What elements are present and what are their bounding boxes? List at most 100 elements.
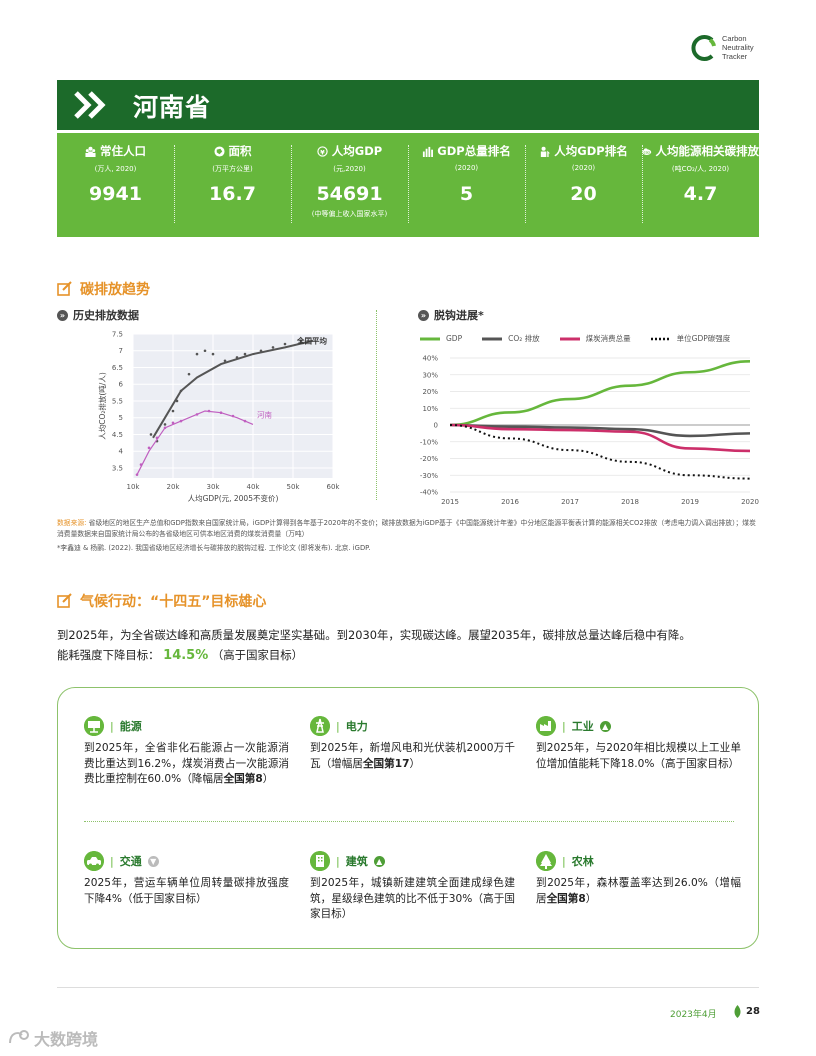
stat-unit: (万人, 2020) [94, 165, 137, 173]
logo-line: Tracker [722, 52, 748, 61]
tree-icon [536, 851, 556, 871]
page-number: 28 [746, 1006, 760, 1017]
data-point [195, 352, 199, 356]
chart-divider [376, 310, 377, 500]
henan-label: 河南 [257, 410, 272, 420]
svg-text:¥: ¥ [320, 148, 325, 156]
data-point [223, 359, 227, 363]
stat-gdp-per-capita-rank: 人均GDP排名 (2020) 20 [525, 133, 642, 237]
leaf-icon [734, 1005, 741, 1018]
double-chevron-icon [74, 91, 106, 119]
watermark-text: 大数跨境 [34, 1030, 99, 1049]
data-point [171, 409, 175, 413]
footer-rule [57, 987, 759, 988]
watermark: 大数跨境 [8, 1026, 98, 1050]
x-tick-label: 2019 [681, 498, 699, 506]
data-point [207, 409, 211, 413]
y-tick-label: 20% [422, 388, 438, 396]
stat-value: 20 [570, 183, 597, 205]
edit-icon [57, 281, 72, 296]
y-tick-label: 3.5 [112, 464, 123, 472]
data-point [175, 399, 179, 403]
legend-label: 单位GDP碳强度 [676, 334, 731, 343]
co2-cloud-icon: CO2 [642, 147, 652, 155]
target-label: 能耗强度下降目标： [57, 648, 160, 662]
bar-chart-icon [423, 146, 434, 157]
legend-swatch [559, 337, 580, 340]
data-point [219, 411, 223, 414]
data-point [195, 413, 199, 416]
climate-intro: 到2025年，为全省碳达峰和高质量发展奠定坚实基础。到2030年，实现碳达峰。展… [57, 628, 691, 642]
divider-bar: | [110, 719, 114, 733]
x-tick-label: 2020 [741, 498, 759, 506]
decoupling-legend: GDP CO₂ 排放 煤炭消费总量 单位GDP碳强度 [420, 333, 730, 344]
data-point [187, 372, 191, 376]
history-scatter-chart: 10k 20k 30k 40k 50k 60k 3.5 4 4.5 5 5.5 6 6.5 7 7.5 人均G… [97, 331, 341, 504]
plot-background [133, 334, 333, 478]
policy-title: 交通 [119, 855, 142, 868]
legend-swatch [482, 337, 503, 340]
stat-gdp-rank: GDP总量排名 (2020) 5 [408, 133, 525, 237]
policy-title: 农林 [571, 855, 594, 868]
divider-bar: | [562, 854, 566, 868]
stat-area: 面积 (万平方公里) 16.7 [174, 133, 291, 237]
policy-text: 到2025年，全省非化石能源占一次能源消费比重达到16.2%，煤炭消费占一次能源… [84, 741, 289, 788]
energy-intensity-target: 能耗强度下降目标： 14.5% （高于国家目标） [57, 646, 762, 665]
data-point [283, 342, 287, 346]
policy-power: | 电力 到2025年，新增风电和光伏装机2000万千瓦（增幅居全国第17） [310, 715, 515, 772]
data-point [231, 414, 235, 418]
subsection-title: 脱钩进展* [434, 309, 484, 322]
x-tick-label: 20k [167, 483, 181, 491]
policy-targets-box [57, 687, 759, 949]
data-point [163, 423, 167, 426]
x-tick-label: 60k [327, 483, 341, 491]
stat-divider [642, 145, 643, 223]
policy-text-body: 2025年，营运车辆单位周转量碳排放强度下降4%（低于国家目标） [84, 877, 289, 905]
section-emission-trend: 碳排放趋势 [57, 279, 150, 299]
data-point [179, 389, 183, 393]
yuan-icon: ¥ [317, 145, 328, 157]
y-tick-label: 7 [119, 347, 123, 355]
data-point [139, 463, 143, 466]
stat-carbon-per-capita: CO2 人均能源相关碳排放 (吨CO₂/人, 2020) 4.7 [642, 133, 759, 237]
y-tick-label: 6 [119, 381, 124, 389]
legend-label: GDP [446, 334, 463, 343]
policy-text: 到2025年，城镇新建建筑全面建成绿色建筑，星级绿色建筑的比不低于30%（高于国… [310, 876, 515, 923]
legend-label: 煤炭消费总量 [585, 334, 631, 343]
subsection-title: 历史排放数据 [73, 309, 139, 322]
policy-text-body: 到2025年，与2020年相比规模以上工业单位增加值能耗下降18.0%（高于国家… [536, 742, 741, 770]
policy-title: 能源 [119, 720, 142, 733]
policy-rank: 全国第17 [362, 757, 410, 770]
policy-rank: 全国第8 [546, 892, 586, 905]
stat-note: (中等偏上收入国家水平) [311, 210, 388, 218]
policy-text-end: ） [262, 773, 274, 785]
stat-label: 常住人口 [100, 144, 146, 158]
stat-label: 面积 [228, 144, 252, 158]
data-point [203, 349, 207, 353]
people-icon [85, 146, 96, 157]
target-note: （高于国家目标） [211, 648, 304, 662]
history-header: » 历史排放数据 [57, 307, 139, 323]
arrow-up-icon: ▲ [599, 720, 611, 732]
carbon-neutrality-tracker-logo: Carbon Neutrality Tracker [690, 33, 780, 67]
data-point [243, 419, 247, 423]
data-point [299, 339, 303, 342]
x-tick-label: 2015 [441, 498, 459, 506]
data-point [211, 352, 215, 356]
y-axis-label: 人均CO₂排放(吨/人) [97, 372, 107, 440]
divider-bar: | [336, 719, 340, 733]
y-tick-label: 4 [119, 448, 124, 456]
stat-value: 5 [459, 183, 474, 205]
legend-item-coal: 煤炭消费总量 [559, 333, 631, 344]
logo-line: Carbon [722, 34, 747, 43]
stat-gdp-per-capita: ¥ 人均GDP (元,2020) 54691 (中等偏上收入国家水平) [291, 133, 408, 237]
footer-date: 2023年4月 [670, 1010, 717, 1020]
policy-text-body: 到2025年，新增风电和光伏装机2000万千瓦（增幅居 [310, 742, 515, 770]
data-point [271, 346, 275, 349]
y-tick-label: 30% [422, 371, 438, 379]
person-rank-icon [541, 146, 551, 157]
stat-divider [174, 145, 175, 223]
policy-title: 建筑 [345, 855, 368, 868]
y-tick-label: -10% [420, 438, 438, 446]
policy-text-end: ） [409, 757, 421, 770]
